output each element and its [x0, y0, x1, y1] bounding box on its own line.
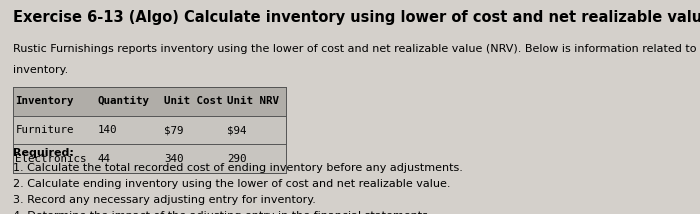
Text: 140: 140: [97, 125, 117, 135]
Text: Unit Cost: Unit Cost: [164, 96, 223, 106]
Text: Quantity: Quantity: [97, 96, 149, 106]
Text: inventory.: inventory.: [13, 65, 68, 75]
Text: $94: $94: [227, 125, 246, 135]
Text: Rustic Furnishings reports inventory using the lower of cost and net realizable : Rustic Furnishings reports inventory usi…: [13, 44, 700, 54]
Text: Electronics: Electronics: [15, 154, 87, 164]
Text: $79: $79: [164, 125, 183, 135]
Text: Furniture: Furniture: [15, 125, 74, 135]
Text: 44: 44: [97, 154, 111, 164]
Text: 290: 290: [227, 154, 246, 164]
Text: 340: 340: [164, 154, 183, 164]
Text: Inventory: Inventory: [15, 96, 74, 106]
Text: 3. Record any necessary adjusting entry for inventory.: 3. Record any necessary adjusting entry …: [13, 195, 316, 205]
Text: Required:: Required:: [13, 148, 74, 158]
Text: Unit NRV: Unit NRV: [227, 96, 279, 106]
Text: 2. Calculate ending inventory using the lower of cost and net realizable value.: 2. Calculate ending inventory using the …: [13, 179, 450, 189]
Text: 4. Determine the impact of the adjusting entry in the financial statements.: 4. Determine the impact of the adjusting…: [13, 211, 431, 214]
Text: 1. Calculate the total recorded cost of ending inventory before any adjustments.: 1. Calculate the total recorded cost of …: [13, 163, 463, 173]
Text: Exercise 6-13 (Algo) Calculate inventory using lower of cost and net realizable : Exercise 6-13 (Algo) Calculate inventory…: [13, 10, 700, 25]
